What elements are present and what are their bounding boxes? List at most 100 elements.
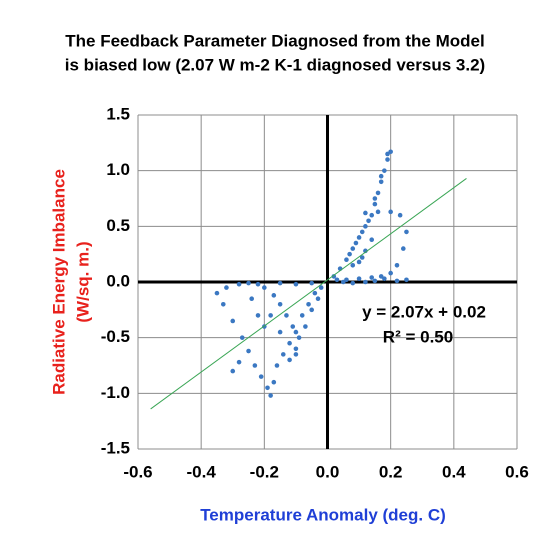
point: [268, 313, 273, 318]
point: [366, 218, 371, 224]
point: [309, 280, 315, 286]
point: [394, 278, 400, 284]
point: [350, 280, 356, 286]
point: [287, 357, 292, 363]
y-tick-label: -0.5: [101, 327, 130, 346]
point: [255, 313, 261, 318]
point: [340, 279, 346, 285]
point: [385, 157, 390, 162]
x-tick-label: 0.6: [505, 462, 529, 481]
point: [369, 275, 375, 280]
point: [404, 229, 409, 235]
point: [280, 352, 286, 357]
point: [350, 246, 356, 251]
point: [363, 210, 368, 216]
point: [230, 368, 236, 374]
point: [299, 313, 305, 318]
point: [303, 324, 308, 329]
point: [246, 348, 251, 354]
point: [369, 212, 375, 218]
chart-title: The Feedback Parameter Diagnosed from th…: [65, 31, 484, 50]
point: [214, 290, 220, 296]
point: [401, 246, 406, 251]
y-tick-label: -1.0: [101, 383, 130, 402]
trendline: [150, 178, 467, 410]
equation: y = 2.07x + 0.02: [362, 302, 486, 321]
point: [271, 293, 277, 298]
y-tick-label: 1.5: [106, 104, 130, 123]
point: [293, 352, 299, 357]
point: [378, 179, 384, 185]
point: [277, 301, 283, 307]
point: [356, 235, 362, 240]
point: [277, 329, 283, 335]
point: [388, 209, 393, 215]
point: [331, 274, 337, 279]
x-axis-label: Temperature Anomaly (deg. C): [200, 505, 446, 524]
point: [296, 335, 302, 340]
point: [382, 168, 387, 173]
point: [230, 318, 236, 324]
point: [375, 209, 381, 215]
point: [293, 329, 299, 335]
x-tick-label: -0.4: [187, 462, 217, 481]
point: [309, 307, 315, 313]
point: [318, 285, 324, 290]
point: [372, 278, 378, 284]
point: [246, 280, 251, 286]
point: [315, 296, 321, 302]
point: [293, 346, 299, 352]
point: [347, 251, 352, 257]
point: [252, 363, 258, 368]
point: [262, 285, 267, 290]
point: [372, 196, 378, 201]
point: [397, 212, 403, 218]
point: [350, 263, 356, 268]
chart-title: is biased low (2.07 W m-2 K-1 diagnosed …: [65, 55, 485, 74]
point: [382, 276, 387, 281]
r-squared: R² = 0.50: [383, 327, 453, 346]
point: [344, 257, 349, 263]
point: [388, 270, 393, 276]
point: [287, 340, 292, 346]
point: [306, 301, 311, 307]
point: [277, 280, 283, 286]
point: [404, 277, 409, 283]
point: [236, 359, 242, 365]
x-tick-label: -0.2: [250, 462, 279, 481]
point: [372, 201, 378, 207]
x-tick-label: 0.0: [316, 462, 340, 481]
point: [356, 276, 362, 281]
point: [224, 285, 229, 290]
point: [220, 301, 226, 307]
point: [334, 277, 340, 283]
point: [293, 281, 299, 287]
point: [268, 393, 273, 398]
point: [363, 279, 368, 285]
point: [375, 190, 381, 196]
point: [239, 335, 245, 340]
point: [258, 374, 264, 379]
point: [353, 240, 359, 246]
point: [271, 379, 277, 385]
point: [312, 290, 318, 296]
point: [359, 229, 365, 235]
point: [394, 263, 400, 268]
y-axis-label: Radiative Energy Imbalance: [49, 169, 68, 395]
point: [236, 281, 242, 287]
point: [284, 313, 289, 318]
y-axis-label: (W/sq. m.): [73, 241, 92, 322]
point: [359, 255, 365, 260]
y-tick-label: 0.0: [106, 271, 130, 290]
y-tick-label: -1.5: [101, 438, 130, 457]
point: [255, 281, 261, 287]
y-tick-label: 1.0: [106, 160, 130, 179]
x-tick-label: 0.4: [442, 462, 466, 481]
point: [356, 259, 362, 265]
x-tick-label: 0.2: [379, 462, 403, 481]
point: [274, 363, 280, 368]
point: [369, 237, 375, 242]
point: [249, 296, 254, 302]
point: [265, 385, 270, 391]
